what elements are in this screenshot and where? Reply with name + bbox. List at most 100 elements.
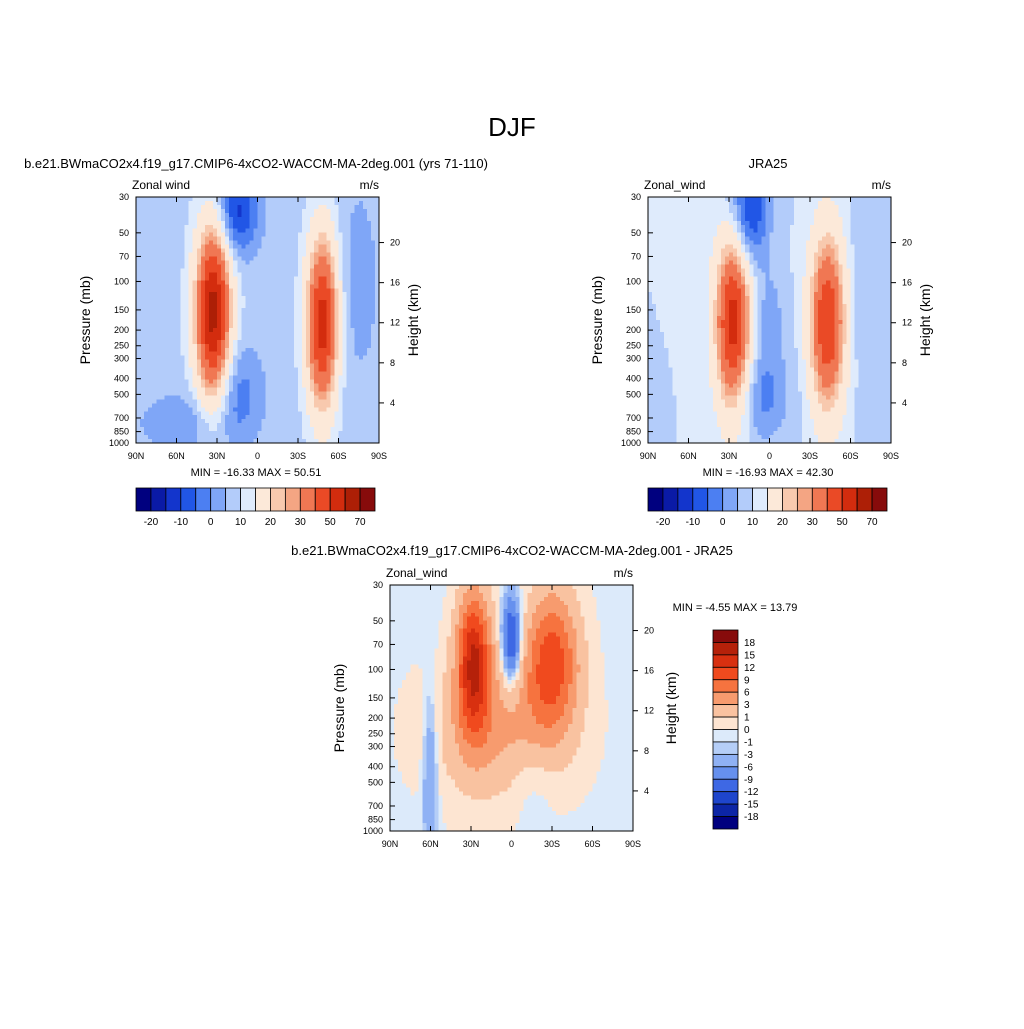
stats-label: MIN = -4.55 MAX = 13.79 — [673, 602, 798, 614]
contour-fill — [136, 197, 380, 444]
colorbar-label: 20 — [265, 517, 277, 528]
colorbar-label: 0 — [208, 517, 214, 528]
colorbar-swatch — [713, 754, 738, 766]
x-tick-label: 90S — [371, 451, 387, 461]
y-tick-label: 200 — [368, 713, 383, 723]
colorbar-swatch — [285, 488, 300, 511]
colorbar-label: -18 — [744, 812, 759, 823]
colorbar-swatch — [713, 705, 738, 717]
y-tick-label: 150 — [114, 305, 129, 315]
variable-label: Zonal wind — [132, 178, 190, 192]
y-right-tick-label: 8 — [390, 358, 395, 368]
x-tick-label: 90N — [128, 451, 145, 461]
colorbar-swatch — [211, 488, 226, 511]
y-tick-label: 200 — [626, 325, 641, 335]
y-tick-label: 400 — [368, 762, 383, 772]
x-tick-label: 60S — [330, 451, 346, 461]
colorbar-swatch — [713, 767, 738, 779]
colorbar-swatch — [256, 488, 271, 511]
panel-title: b.e21.BWmaCO2x4.f19_g17.CMIP6-4xCO2-WACC… — [291, 543, 733, 558]
y-tick-label: 250 — [368, 729, 383, 739]
colorbar-label: 1 — [744, 713, 750, 724]
x-tick-label: 30S — [290, 451, 306, 461]
colorbar-swatch — [782, 488, 797, 511]
colorbar-swatch — [226, 488, 241, 511]
x-tick-label: 30N — [463, 839, 480, 849]
colorbar-label: 50 — [325, 517, 337, 528]
colorbar-label: -10 — [174, 517, 189, 528]
y-tick-label: 100 — [368, 664, 383, 674]
y-tick-label: 150 — [368, 693, 383, 703]
y-axis-label: Pressure (mb) — [589, 276, 605, 365]
colorbar-label: 20 — [777, 517, 789, 528]
colorbar-label: -20 — [656, 517, 671, 528]
y-tick-label: 850 — [626, 427, 641, 437]
colorbar-swatch — [345, 488, 360, 511]
colorbar-label: -6 — [744, 762, 753, 773]
y-right-tick-label: 16 — [390, 278, 400, 288]
colorbar-swatch — [693, 488, 708, 511]
colorbar-swatch — [797, 488, 812, 511]
y-right-tick-label: 4 — [902, 398, 907, 408]
x-tick-label: 90S — [883, 451, 899, 461]
y-right-tick-label: 4 — [390, 398, 395, 408]
y-tick-label: 700 — [626, 413, 641, 423]
x-tick-label: 60S — [842, 451, 858, 461]
colorbar-swatch — [713, 792, 738, 804]
colorbar-swatch — [708, 488, 723, 511]
colorbar-label: -15 — [744, 800, 759, 811]
y-tick-label: 500 — [626, 389, 641, 399]
figure-title: DJF — [488, 112, 536, 142]
y-tick-label: 1000 — [621, 438, 641, 448]
y-tick-label: 1000 — [109, 438, 129, 448]
y-axis-label: Pressure (mb) — [77, 276, 93, 365]
colorbar-label: 30 — [295, 517, 307, 528]
x-tick-label: 90S — [625, 839, 641, 849]
colorbar-label: 10 — [235, 517, 247, 528]
y-tick-label: 30 — [119, 192, 129, 202]
colorbar-swatch — [713, 730, 738, 742]
colorbar-swatch — [196, 488, 211, 511]
y-tick-label: 300 — [626, 354, 641, 364]
panel-title: b.e21.BWmaCO2x4.f19_g17.CMIP6-4xCO2-WACC… — [24, 156, 488, 171]
y-tick-label: 100 — [626, 276, 641, 286]
y-tick-label: 50 — [373, 616, 383, 626]
colorbar-label: 0 — [744, 725, 750, 736]
colorbar-swatch — [713, 804, 738, 816]
colorbar-swatch — [151, 488, 166, 511]
units-label: m/s — [360, 178, 379, 192]
y-tick-label: 70 — [119, 251, 129, 261]
panel-title: JRA25 — [748, 156, 787, 171]
y-tick-label: 200 — [114, 325, 129, 335]
y-tick-label: 70 — [373, 639, 383, 649]
y-tick-label: 70 — [631, 251, 641, 261]
contour-fill — [390, 585, 634, 832]
y-tick-label: 250 — [626, 341, 641, 351]
contour-fill — [648, 197, 892, 444]
y-tick-label: 100 — [114, 276, 129, 286]
colorbar-swatch — [872, 488, 887, 511]
y-tick-label: 850 — [114, 427, 129, 437]
y-right-tick-label: 16 — [644, 666, 654, 676]
colorbar-label: 50 — [837, 517, 849, 528]
colorbar-label: -20 — [144, 517, 159, 528]
x-tick-label: 30N — [721, 451, 738, 461]
y-right-tick-label: 20 — [644, 626, 654, 636]
colorbar-label: 9 — [744, 675, 750, 686]
x-tick-label: 90N — [640, 451, 657, 461]
colorbar-label: 10 — [747, 517, 759, 528]
colorbar-swatch — [166, 488, 181, 511]
colorbar-label: 70 — [355, 517, 367, 528]
stats-label: MIN = -16.93 MAX = 42.30 — [703, 467, 834, 479]
colorbar-swatch — [842, 488, 857, 511]
colorbar-swatch — [827, 488, 842, 511]
x-tick-label: 60N — [422, 839, 439, 849]
colorbar-label: -1 — [744, 737, 753, 748]
y-axis-label: Pressure (mb) — [331, 664, 347, 753]
panel-3: b.e21.BWmaCO2x4.f19_g17.CMIP6-4xCO2-WACC… — [291, 543, 797, 849]
x-tick-label: 0 — [767, 451, 772, 461]
colorbar-swatch — [713, 642, 738, 654]
colorbar-label: 6 — [744, 688, 750, 699]
